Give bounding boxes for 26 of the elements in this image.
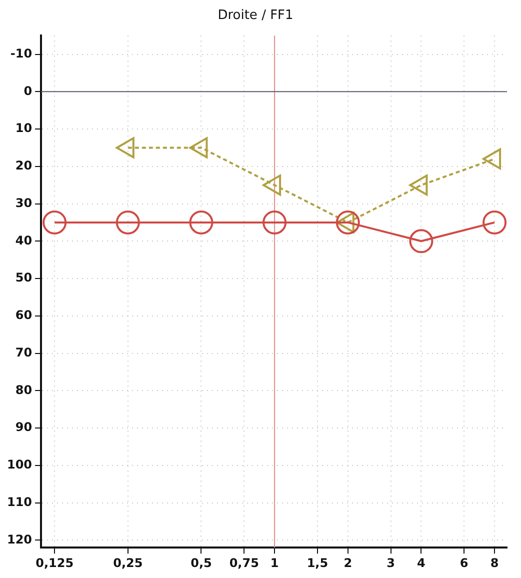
- y-tick-label: 50: [15, 270, 32, 285]
- y-tick-label: 120: [6, 532, 32, 546]
- x-tick-label: 1,5: [306, 556, 328, 570]
- y-tick-label: 90: [15, 420, 32, 434]
- y-tick-label: 10: [15, 121, 32, 136]
- x-tick-label: 1: [270, 556, 279, 570]
- y-tick-label: 80: [15, 382, 32, 397]
- chart-title: Droite / FF1: [218, 8, 294, 24]
- y-tick-label: -10: [10, 46, 32, 60]
- y-tick-label: 60: [15, 308, 32, 322]
- y-tick-label: 100: [6, 458, 32, 472]
- x-tick-label: 0,5: [190, 556, 212, 570]
- y-tick-label: 30: [15, 196, 32, 210]
- y-tick-label: 110: [6, 494, 32, 509]
- x-tick-label: 3: [386, 556, 395, 570]
- x-tick-label: 6: [460, 556, 468, 570]
- y-tick-label: 20: [15, 158, 32, 173]
- x-tick-label: 2: [344, 556, 352, 570]
- x-tick-label: 0,25: [113, 556, 143, 570]
- y-tick-label: 0: [24, 84, 32, 98]
- x-tick-label: 0,125: [36, 556, 74, 570]
- x-tick-label: 0,75: [229, 556, 259, 570]
- x-tick-label: 8: [490, 556, 499, 570]
- y-tick-label: 40: [15, 233, 32, 248]
- x-tick-label: 4: [417, 556, 426, 570]
- y-tick-label: 70: [15, 345, 32, 360]
